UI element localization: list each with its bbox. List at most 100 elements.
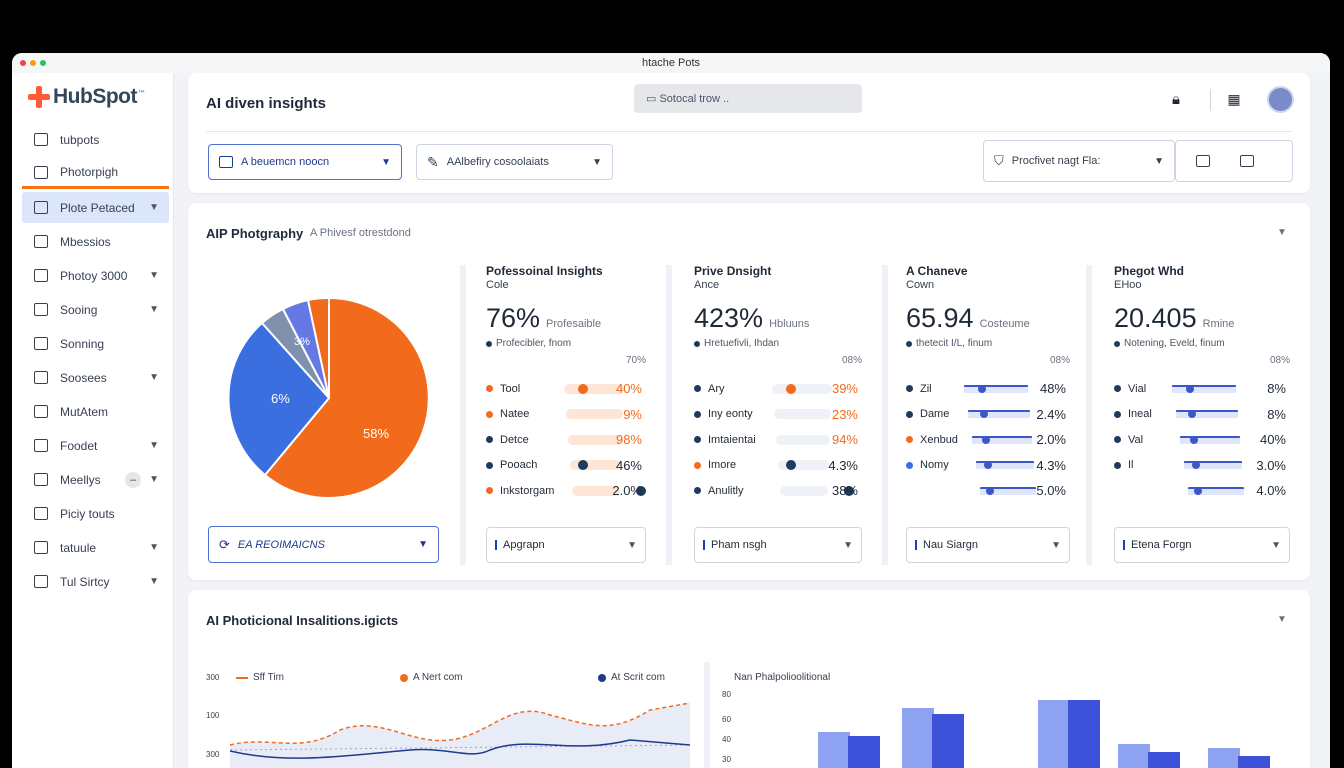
kpi-rows: Ary 39% Iny eonty 23% Imtaientai 94% Imore 4.3%… (694, 376, 862, 504)
slider-knob[interactable] (978, 384, 986, 393)
section-subtitle: A Phivesf otrestdond (310, 227, 411, 239)
chevron-down-icon: ▼ (381, 156, 391, 168)
slider-knob[interactable] (1190, 435, 1198, 444)
progress-track (566, 409, 623, 420)
kpi-value: 20.405 Rmine (1114, 303, 1235, 333)
progress-track (772, 383, 832, 394)
row-label: Imtaientai (708, 433, 756, 446)
chevron-down-icon[interactable]: ▼ (1277, 614, 1287, 625)
sidebar-item-label: Foodet (60, 438, 98, 453)
bullet-icon (694, 487, 701, 495)
sidebar-item-9[interactable]: Foodet ▼ (22, 430, 169, 461)
sidebar-item-13[interactable]: Tul Sirtcy ▼ (22, 566, 169, 597)
sidebar-item-1[interactable]: Photorpigh (22, 158, 169, 189)
slider-knob[interactable] (1186, 384, 1194, 393)
sidebar-item-3[interactable]: Mbessios (22, 226, 169, 257)
bullet-icon (906, 385, 913, 393)
kpi-row: Dame 2.4% (906, 402, 1070, 428)
sidebar-item-5[interactable]: Sooing ▼ (22, 294, 169, 325)
chevron-down-icon[interactable]: ▼ (1277, 227, 1287, 238)
sidebar-item-label: Meellys (60, 472, 101, 487)
kpi-row: Anulitly 38% (694, 478, 862, 504)
bar-light (1038, 700, 1070, 768)
slider-knob[interactable] (786, 460, 796, 471)
pie-slice-orange (263, 296, 430, 499)
kpi-card-3: Phegot Whd EHoo 20.405 Rmine Notening, Eveld… (1114, 263, 1290, 563)
sidebar-item-11[interactable]: Piciy touts (22, 498, 169, 529)
kpi-dropdown[interactable]: Pham nsgh ▼ (694, 527, 862, 563)
y-tick: 30 (722, 755, 731, 764)
filter-dropdown-1[interactable]: A beuemcn noocn ▼ (208, 144, 402, 180)
minimize-dot[interactable] (30, 60, 36, 66)
calendar-icon[interactable] (1196, 155, 1210, 167)
chevron-down-icon: ▼ (149, 440, 159, 451)
slider-knob[interactable] (578, 383, 588, 394)
kpi-row: Nomy 4.3% (906, 453, 1070, 479)
kpi-row: Detce 98% (486, 427, 646, 453)
slider-knob[interactable] (636, 485, 646, 496)
kpi-rows: Tool 40% Natee 9% Detce 98% Pooach 46% Inkstorga… (486, 376, 646, 504)
sidebar-item-7[interactable]: Soosees ▼ (22, 362, 169, 393)
sidebar-item-label: Piciy touts (60, 506, 115, 521)
filter-dropdown-2[interactable]: ✎ AAlbefiry cosoolaiats ▼ (416, 144, 613, 180)
minus-icon[interactable]: – (125, 471, 141, 488)
lock-icon[interactable]: 🔒︎ (1172, 91, 1180, 108)
slider-knob[interactable] (578, 460, 588, 471)
kpi-dropdown[interactable]: Apgrapn ▼ (486, 527, 646, 563)
row-label: Ary (708, 382, 725, 395)
kpi-meta: Notening, Eveld, finum (1114, 338, 1290, 349)
sidebar-item-8[interactable]: MutAtem (22, 396, 169, 427)
slider-knob[interactable] (982, 435, 990, 444)
slider-knob[interactable] (786, 383, 796, 394)
bar-dark (1238, 756, 1270, 768)
sidebar-item-10[interactable]: Meellys – ▼ (22, 464, 169, 495)
kpi-dropdown[interactable]: Etena Forgn ▼ (1114, 527, 1290, 563)
sidebar-item-2[interactable]: Plote Petaced ▼ (22, 192, 169, 223)
slider-knob[interactable] (1192, 461, 1200, 470)
row-label: Zil (920, 382, 932, 395)
slider-knob[interactable] (984, 461, 992, 470)
kpi-percent: 70% (625, 355, 646, 366)
apps-grid-icon[interactable]: ▦ (1227, 91, 1241, 107)
chevron-down-icon: ▼ (149, 474, 159, 485)
kpi-row: Imore 4.3% (694, 453, 862, 479)
bullet-icon (694, 436, 701, 444)
hubspot-logo[interactable]: HubSpot ™ (12, 73, 173, 121)
user-icon (34, 165, 48, 179)
progress-track (564, 383, 624, 394)
maximize-dot[interactable] (40, 60, 46, 66)
search-input[interactable]: ▭ Sotocal trow .. (634, 84, 862, 113)
document-icon[interactable] (1240, 155, 1254, 167)
sidebar-item-0[interactable]: tubpots (22, 124, 169, 155)
window-controls[interactable] (20, 60, 46, 66)
kpi-title: Phegot Whd (1114, 264, 1184, 278)
sidebar-item-4[interactable]: Photoy 3000 ▼ (22, 260, 169, 291)
slider-knob[interactable] (1188, 410, 1196, 419)
marker-icon (915, 540, 917, 550)
trends-panel: AI Photicional Insalitions.igicts ▼ 300 … (188, 590, 1310, 768)
row-value: 8% (1267, 406, 1286, 422)
recommendations-dropdown[interactable]: ⟳ EA REOIMAICNS ▼ (208, 526, 439, 563)
progress-track (1188, 486, 1244, 495)
bullet-icon (906, 410, 913, 418)
y-tick: 300 (206, 750, 220, 759)
row-label: Vial (1128, 382, 1147, 395)
sidebar-item-12[interactable]: tatuule ▼ (22, 532, 169, 563)
close-dot[interactable] (20, 60, 26, 66)
window-title: htache Pots (641, 57, 701, 69)
sidebar-item-6[interactable]: Sonning (22, 328, 169, 359)
avatar[interactable] (1267, 86, 1294, 113)
filter-dropdown-3[interactable]: ⛉ Procfivet nagt Fla: ▼ (983, 140, 1175, 182)
slider-knob[interactable] (1194, 486, 1202, 495)
slider-knob[interactable] (986, 486, 994, 495)
slider-knob[interactable] (844, 485, 854, 496)
row-label: Anulitly (708, 484, 744, 497)
row-label: Natee (500, 408, 530, 421)
y-tick: 60 (722, 715, 731, 724)
slider-knob[interactable] (980, 410, 988, 419)
column-divider (460, 265, 466, 565)
kpi-value: 423% Hbluuns (694, 303, 810, 333)
bar-chart-title: Nan Phalpolioolitional (734, 672, 831, 683)
bullet-icon (906, 436, 913, 444)
kpi-dropdown[interactable]: Nau Siargn ▼ (906, 527, 1070, 563)
